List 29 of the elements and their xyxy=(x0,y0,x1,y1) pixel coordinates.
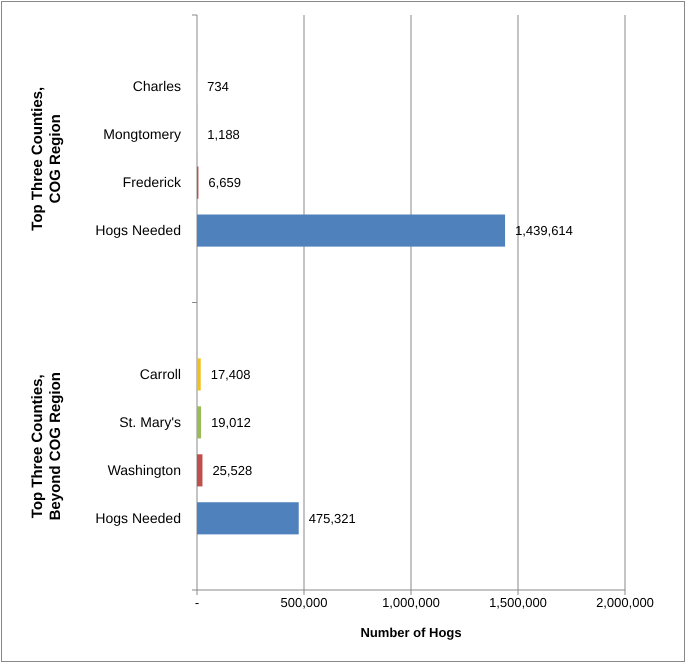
y-tick-label: St. Mary's xyxy=(119,414,181,430)
text: Top Three Counties, Beyond COG Region xyxy=(29,372,64,520)
y-tick-label: Charles xyxy=(132,78,181,94)
bar xyxy=(197,502,299,534)
bar xyxy=(197,454,202,486)
x-tick-label: 1,000,000 xyxy=(382,595,440,610)
bar xyxy=(197,214,506,247)
x-tick-label: - xyxy=(194,595,200,610)
y-tick-label: Hogs Needed xyxy=(95,510,181,526)
y-tick-label: Washington xyxy=(108,462,181,478)
bar xyxy=(197,406,202,438)
y-tick-label: Carroll xyxy=(140,366,181,382)
data-label: 19,012 xyxy=(211,414,251,430)
x-axis-title: Number of Hogs xyxy=(360,625,462,640)
y-tick-label: Hogs Needed xyxy=(95,222,181,238)
y-tick-label: Mongtomery xyxy=(103,126,181,142)
data-label: 1,439,614 xyxy=(515,223,573,238)
x-tick-label: 2,000,000 xyxy=(596,595,654,610)
x-tick-label: 500,000 xyxy=(280,595,328,610)
data-label: 17,408 xyxy=(210,366,250,382)
data-label: 25,528 xyxy=(212,462,252,478)
data-label: 734 xyxy=(207,79,229,94)
text: Top Three Counties, COG Region xyxy=(29,86,64,231)
x-tick-label: 1,500,000 xyxy=(489,595,547,610)
data-label: 1,188 xyxy=(207,127,240,142)
y-tick-label: Frederick xyxy=(122,174,182,190)
data-label: 475,321 xyxy=(308,510,356,526)
bar xyxy=(197,358,201,390)
data-label: 6,659 xyxy=(208,175,241,190)
